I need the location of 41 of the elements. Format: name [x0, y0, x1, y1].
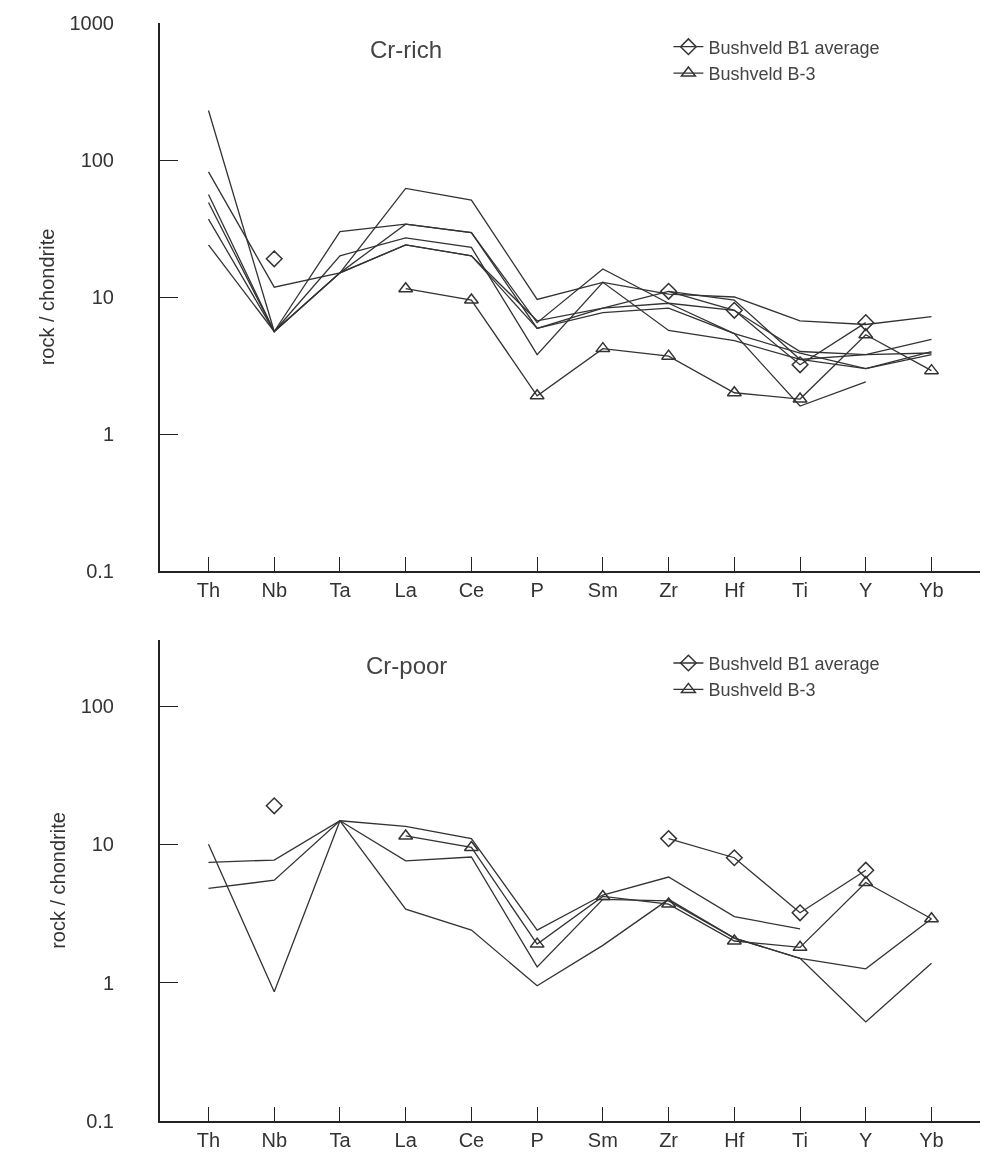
- x-tick-label: Y: [859, 1129, 873, 1151]
- y-tick-label: 10: [91, 286, 114, 308]
- x-tick-label: Hf: [724, 579, 745, 601]
- y-axis-title: rock / chondrite: [46, 812, 69, 949]
- x-tick-label: La: [394, 1129, 418, 1151]
- x-tick-label: Yb: [919, 1129, 944, 1151]
- x-tick-label: Y: [859, 579, 873, 601]
- x-tick-label: Zr: [659, 579, 679, 601]
- x-tick-label: Ce: [458, 1129, 485, 1151]
- y-tick-label: 100: [80, 149, 114, 171]
- legend-label: Bushveld B-3: [708, 64, 816, 85]
- x-tick-label: Th: [196, 579, 221, 601]
- text: Cr-rich: [370, 36, 442, 63]
- x-tick-label: Ta: [329, 579, 352, 601]
- x-tick-label: Zr: [659, 1129, 679, 1151]
- x-tick-label: Ti: [792, 1129, 809, 1151]
- y-tick-label: 10: [91, 833, 114, 856]
- x-tick-label: Nb: [261, 1129, 288, 1151]
- x-tick-label: Yb: [919, 579, 944, 601]
- x-tick-label: Ti: [792, 579, 809, 601]
- y-tick-label: 100: [80, 695, 114, 717]
- x-tick-label: Sm: [587, 1129, 618, 1151]
- x-tick-label: P: [530, 1129, 544, 1151]
- x-tick-label: Ta: [329, 1129, 352, 1151]
- legend-label: Bushveld B-3: [708, 680, 816, 701]
- x-tick-label: Th: [196, 1129, 221, 1151]
- x-tick-label: Ce: [458, 579, 485, 601]
- x-tick-label: Hf: [724, 1129, 745, 1151]
- y-tick-label: 1: [102, 423, 114, 445]
- y-tick-label: 0.1: [86, 560, 114, 582]
- y-axis-title: rock / chondrite: [35, 228, 58, 366]
- legend-label: Bushveld B1 average: [708, 37, 880, 58]
- y-tick-label: 1000: [69, 12, 114, 34]
- y-tick-label: 1: [102, 971, 114, 994]
- x-tick-label: P: [530, 579, 544, 601]
- y-tick-label: 0.1: [86, 1110, 114, 1132]
- x-tick-label: Nb: [261, 579, 288, 601]
- text: Cr-poor: [366, 652, 448, 679]
- legend-label: Bushveld B1 average: [708, 654, 880, 675]
- x-tick-label: La: [394, 579, 418, 601]
- x-tick-label: Sm: [587, 579, 618, 601]
